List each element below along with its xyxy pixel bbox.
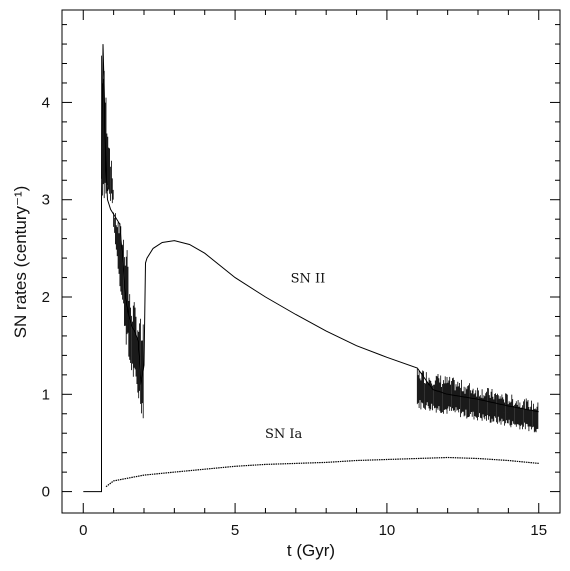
x-axis-title: t (Gyr) (287, 541, 335, 560)
noise-band (113, 212, 129, 345)
x-tick-label: 10 (379, 522, 396, 539)
noise-band (101, 55, 114, 204)
y-tick-label: 4 (42, 94, 50, 111)
sn-ia-line (105, 456, 539, 488)
axis-ticks (62, 10, 560, 513)
y-axis-title: SN rates (century⁻¹) (11, 186, 30, 339)
y-tick-label: 1 (42, 386, 50, 403)
x-tick-label: 0 (79, 522, 87, 539)
y-tick-label: 2 (42, 289, 50, 306)
y-tick-label: 0 (42, 484, 50, 501)
x-tick-label: 15 (530, 522, 547, 539)
tick-labels: 0 5 10 15 0 1 2 3 4 (42, 94, 547, 539)
noise-band (128, 294, 144, 419)
y-tick-label: 3 (42, 192, 50, 209)
x-tick-label: 5 (231, 522, 239, 539)
sn-ii-line (83, 44, 539, 493)
plot-frame (61, 9, 561, 514)
sn-ii-label: SN II (291, 271, 326, 286)
sn-ia-label: SN Ia (265, 427, 303, 442)
noise-group (101, 55, 539, 433)
series-group (83, 44, 539, 493)
annotations: SN II SN Ia (265, 271, 325, 442)
noise-band (416, 368, 539, 433)
